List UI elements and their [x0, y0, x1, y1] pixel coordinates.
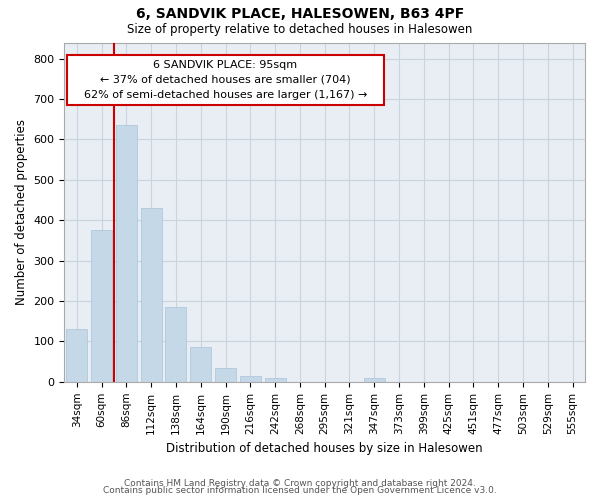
Text: 6 SANDVIK PLACE: 95sqm
← 37% of detached houses are smaller (704)
62% of semi-de: 6 SANDVIK PLACE: 95sqm ← 37% of detached…	[84, 60, 367, 100]
FancyBboxPatch shape	[67, 54, 384, 105]
Text: Contains public sector information licensed under the Open Government Licence v3: Contains public sector information licen…	[103, 486, 497, 495]
Bar	[215, 368, 236, 382]
Bar	[190, 348, 211, 382]
Text: 6, SANDVIK PLACE, HALESOWEN, B63 4PF: 6, SANDVIK PLACE, HALESOWEN, B63 4PF	[136, 8, 464, 22]
Bar	[265, 378, 286, 382]
X-axis label: Distribution of detached houses by size in Halesowen: Distribution of detached houses by size …	[166, 442, 483, 455]
Bar	[364, 378, 385, 382]
Bar	[240, 376, 261, 382]
Bar	[91, 230, 112, 382]
Bar	[116, 126, 137, 382]
Bar	[140, 208, 162, 382]
Bar	[66, 330, 88, 382]
Bar	[166, 307, 187, 382]
Text: Size of property relative to detached houses in Halesowen: Size of property relative to detached ho…	[127, 22, 473, 36]
Text: Contains HM Land Registry data © Crown copyright and database right 2024.: Contains HM Land Registry data © Crown c…	[124, 478, 476, 488]
Y-axis label: Number of detached properties: Number of detached properties	[15, 119, 28, 305]
